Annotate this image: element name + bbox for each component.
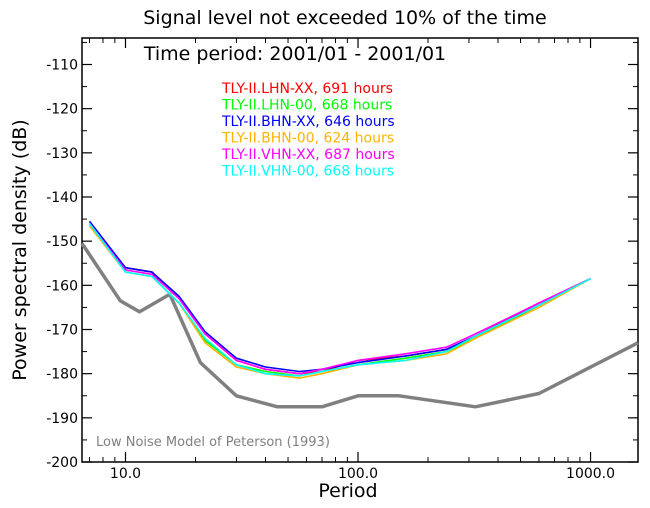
plot-frame bbox=[81, 37, 639, 463]
y-tick-label: -180 bbox=[46, 367, 78, 383]
legend-entry: TLY-II.BHN-00, 624 hours bbox=[221, 131, 394, 147]
chart-annotation: Low Noise Model of Peterson (1993) bbox=[96, 435, 330, 450]
y-tick-label: -130 bbox=[46, 146, 78, 162]
low-noise-model-line bbox=[80, 242, 639, 409]
series-line bbox=[88, 223, 591, 377]
x-tick-label: 10.0 bbox=[110, 466, 141, 482]
x-axis-label: Period bbox=[318, 480, 377, 502]
y-tick-label: -120 bbox=[46, 102, 78, 118]
y-tick-label: -190 bbox=[46, 411, 78, 427]
y-tick-label: -160 bbox=[46, 278, 78, 294]
legend-entry: TLY-II.BHN-XX, 646 hours bbox=[221, 114, 395, 130]
y-tick-label: -200 bbox=[46, 455, 78, 471]
y-tick-label: -150 bbox=[46, 234, 78, 250]
y-tick-label: -140 bbox=[46, 190, 78, 206]
series-line bbox=[88, 223, 591, 375]
legend-entry: TLY-II.VHN-XX, 687 hours bbox=[221, 147, 395, 163]
series-line bbox=[88, 225, 591, 379]
y-tick-label: -110 bbox=[46, 58, 78, 74]
y-axis-label: Power spectral density (dB) bbox=[9, 119, 31, 380]
y-tick-label: -170 bbox=[46, 323, 78, 339]
chart-subtitle: Time period: 2001/01 - 2001/01 bbox=[143, 43, 446, 65]
series-line bbox=[88, 223, 591, 377]
legend-entry: TLY-II.VHN-00, 668 hours bbox=[221, 164, 394, 180]
legend-entry: TLY-II.LHN-00, 668 hours bbox=[221, 98, 392, 114]
legend-entry: TLY-II.LHN-XX, 691 hours bbox=[221, 81, 393, 97]
chart-title: Signal level not exceeded 10% of the tim… bbox=[143, 7, 547, 29]
x-tick-label: 1000.0 bbox=[566, 466, 615, 482]
x-tick-label: 100.0 bbox=[338, 466, 378, 482]
